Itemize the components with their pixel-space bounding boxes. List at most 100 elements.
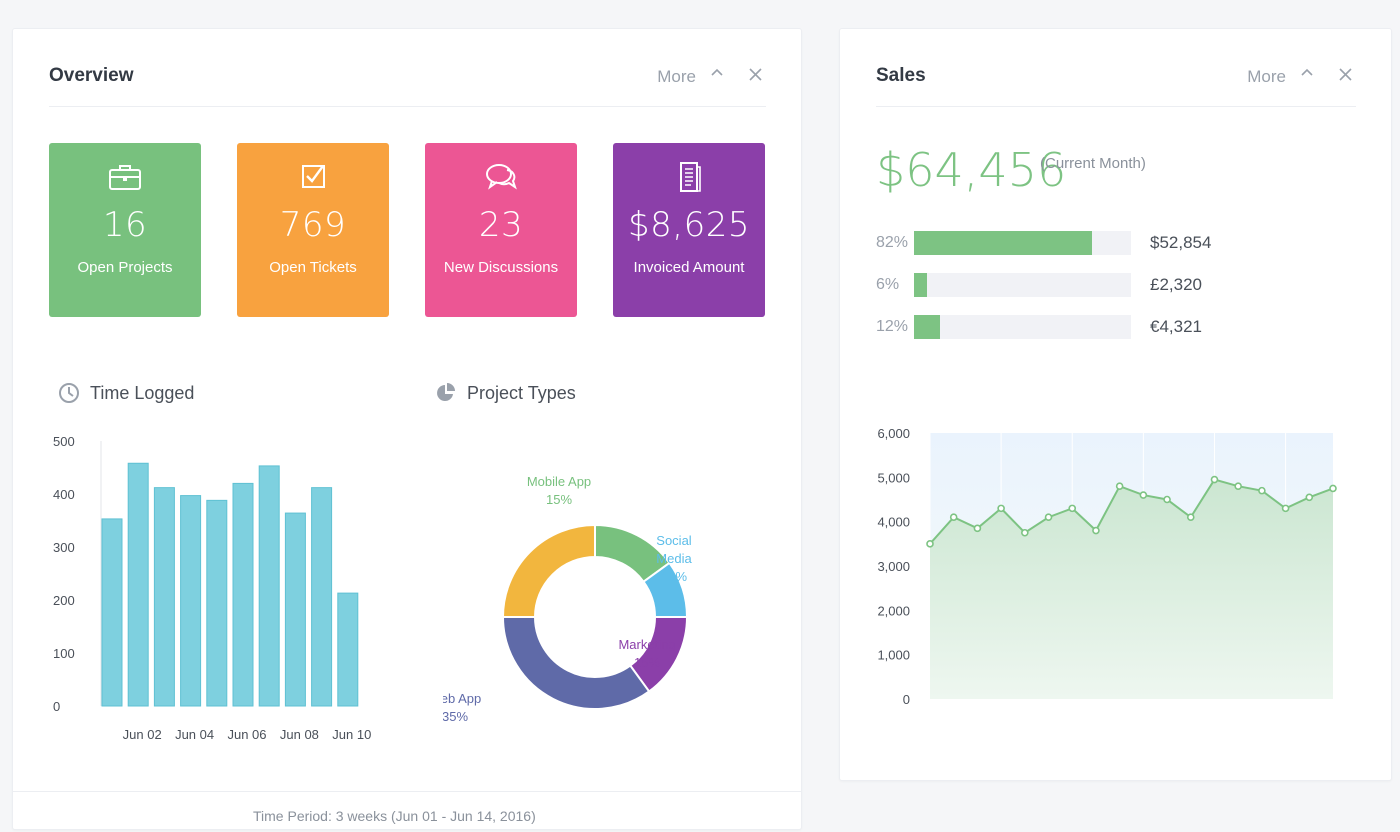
progress-fill: [914, 315, 941, 339]
overview-title: Overview: [49, 65, 134, 86]
chat-bubbles-icon: [486, 164, 517, 190]
y-tick-label: 400: [53, 487, 75, 502]
bar: [258, 465, 280, 707]
x-tick-label: Jun 04: [175, 727, 214, 742]
breakdown-value: £2,320: [1150, 275, 1202, 294]
y-tick-label: 3,000: [877, 559, 910, 574]
y-tick-label: 0: [903, 692, 910, 707]
time-logged-title: Time Logged: [90, 383, 195, 403]
sales-amount-note: (Current Month): [1040, 155, 1146, 172]
bar: [232, 482, 254, 707]
sales-breakdown-row: 6% £2,320: [876, 273, 1316, 297]
overview-footer: Time Period: 3 weeks (Jun 01 - Jun 14, 2…: [13, 791, 801, 832]
bar: [337, 592, 359, 707]
tile-open-projects[interactable]: 16 Open Projects: [49, 143, 201, 317]
slice-label-line: Social: [656, 533, 692, 548]
chevron-up-icon[interactable]: [1300, 65, 1314, 79]
slice-label: Marketing 15%: [618, 637, 675, 670]
tile-label: New Discussions: [443, 259, 559, 276]
data-point: [1092, 526, 1100, 535]
breakdown-value: €4,321: [1150, 317, 1202, 336]
tile-value: 23: [478, 205, 524, 245]
y-tick-label: 500: [53, 434, 75, 449]
slice-label-line: Mobile App: [527, 474, 591, 489]
document-icon: [680, 162, 701, 192]
progress-fill: [914, 231, 1092, 255]
bar: [153, 487, 175, 707]
close-icon[interactable]: [1339, 68, 1352, 81]
slice-label-line: 15%: [634, 655, 660, 670]
sales-header: Sales More: [876, 29, 1356, 107]
x-tick-label: Jun 10: [332, 727, 371, 742]
data-point: [1068, 504, 1077, 513]
y-tick-label: 5,000: [877, 470, 910, 485]
bar: [180, 495, 202, 707]
tile-invoiced-amount[interactable]: $8,625 Invoiced Amount: [613, 143, 765, 317]
sales-panel: Sales More $64,456 (Current Month) 82% $…: [839, 28, 1392, 781]
data-point: [1281, 504, 1290, 513]
tile-label: Invoiced Amount: [633, 259, 745, 276]
sales-more-button[interactable]: More: [1247, 67, 1286, 86]
sales-breakdown-row: 82% $52,854: [876, 231, 1316, 255]
data-point: [1163, 495, 1171, 504]
sales-area: [930, 479, 1333, 699]
slice-label: Mobile App 15%: [527, 474, 591, 507]
data-point: [1305, 493, 1314, 502]
chevron-up-icon[interactable]: [710, 65, 724, 79]
slice-label-line: Media: [656, 551, 692, 566]
progress-fill: [914, 273, 928, 297]
breakdown-value: $52,854: [1150, 233, 1212, 252]
data-point: [1234, 482, 1242, 490]
breakdown-percent: 12%: [876, 318, 909, 335]
y-tick-label: 2,000: [877, 603, 910, 618]
y-tick-label: 4,000: [877, 515, 910, 530]
data-point: [1210, 475, 1219, 484]
slice-label-line: Marketing: [618, 637, 675, 652]
overview-more-button[interactable]: More: [657, 67, 696, 86]
data-point: [1186, 513, 1195, 522]
tile-value: 769: [279, 205, 347, 245]
data-point: [1021, 528, 1029, 537]
data-point: [1044, 513, 1053, 522]
overview-header: Overview More: [49, 29, 766, 107]
data-point: [1258, 486, 1266, 495]
slice-label-line: 35%: [443, 709, 468, 724]
time-period-text: Time Period: 3 weeks (Jun 01 - Jun 14, 2…: [253, 808, 536, 824]
y-tick-label: 6,000: [877, 426, 910, 441]
data-point: [973, 524, 982, 533]
tile-value: $8,625: [628, 205, 750, 245]
data-point: [1139, 491, 1148, 499]
pie-chart-icon: [437, 383, 455, 401]
close-icon[interactable]: [749, 68, 762, 81]
briefcase-icon: [109, 165, 141, 190]
y-tick-label: 300: [53, 540, 75, 555]
y-tick-label: 0: [53, 699, 60, 714]
y-tick-label: 1,000: [877, 648, 910, 663]
bar: [127, 462, 149, 707]
tile-open-tickets[interactable]: 769 Open Tickets: [237, 143, 389, 317]
tile-label: Open Tickets: [269, 259, 357, 276]
checkbox-icon: [302, 165, 325, 188]
data-point: [926, 540, 934, 548]
sales-title: Sales: [876, 65, 926, 86]
progress-track: [914, 315, 1131, 339]
data-point: [1329, 484, 1337, 493]
overview-panel: Overview More 16 Open Projects 769 Open …: [12, 28, 802, 830]
y-tick-label: 200: [53, 593, 75, 608]
time-logged-chart: 0 100 200 300 400 500 Jun 02 Jun 04 Jun 06 Jun 08…: [53, 434, 371, 742]
pie-slice: [501, 523, 596, 618]
sales-line: [929, 478, 1334, 545]
x-tick-label: Jun 02: [123, 727, 162, 742]
breakdown-percent: 82%: [876, 234, 909, 251]
clock-icon: [59, 383, 79, 403]
project-types-chart: Mobile App 15% Social Media 10% Marketing 15% W…: [443, 474, 692, 724]
tile-label: Open Projects: [77, 259, 173, 276]
progress-track: [914, 273, 1131, 297]
slice-label-line: 10%: [661, 569, 687, 584]
data-point: [949, 513, 958, 522]
bar: [101, 518, 123, 707]
tile-new-discussions[interactable]: 23 New Discussions: [425, 143, 577, 317]
pie-slice: [501, 616, 651, 710]
slice-label: Social Media 10%: [656, 533, 692, 584]
bar: [311, 487, 333, 707]
